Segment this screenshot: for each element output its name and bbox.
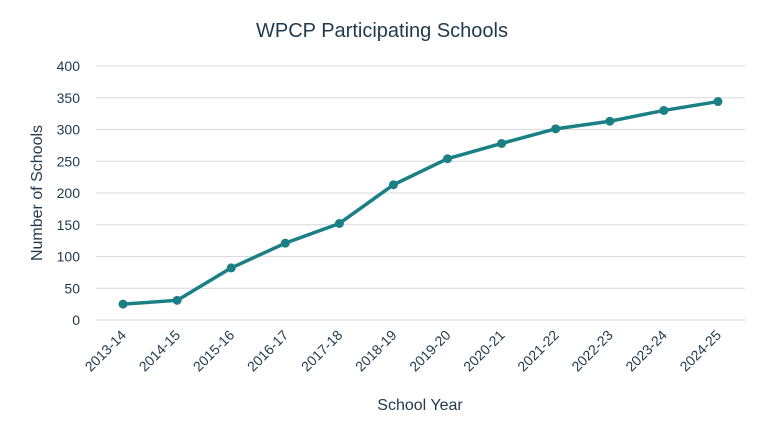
gridlines [96,65,745,321]
series-line-path [122,99,719,306]
x-tick-label: 2018-19 [352,327,400,375]
x-tick-label: 2013-14 [82,327,130,375]
x-tick-label: 2024-25 [676,327,724,375]
data-point [713,97,723,107]
data-point [280,238,290,248]
x-tick-label: 2014-15 [136,327,184,375]
x-tick-label: 2017-18 [298,327,346,375]
x-tick-label: 2022-23 [568,327,616,375]
y-tick-label: 350 [57,90,81,106]
y-tick-label: 400 [57,58,81,74]
x-tick-labels: 2013-14 2014-15 2015-16 2016-17 2017-18 2018-… [82,327,725,375]
y-tick-labels: 0 50 100 150 200 250 300 350 400 [57,58,81,328]
y-tick-label: 200 [57,185,81,201]
y-tick-label: 150 [57,217,81,233]
x-tick-label: 2019-20 [406,327,454,375]
y-tick-label: 50 [64,280,80,296]
x-tick-label: 2015-16 [190,327,238,375]
y-tick-label: 250 [57,153,81,169]
y-tick-label: 0 [72,312,80,328]
data-point [443,154,453,164]
y-axis-label: Number of Schools [29,125,46,261]
data-point [551,124,561,134]
x-tick-label: 2023-24 [622,327,670,375]
x-tick-label: 2020-21 [460,327,508,375]
chart-title: WPCP Participating Schools [256,20,508,42]
x-axis-label: School Year [377,397,463,414]
data-point [226,263,236,273]
x-tick-label: 2021-22 [514,327,562,375]
x-tick-label: 2016-17 [244,327,292,375]
y-tick-label: 100 [57,249,81,265]
data-point [605,116,615,126]
data-point [497,138,507,148]
data-point [118,299,128,309]
y-tick-label: 300 [57,122,81,138]
data-point [659,105,669,115]
data-point [388,180,398,190]
series-line [118,97,723,309]
data-point [334,218,344,228]
data-point [172,295,182,305]
